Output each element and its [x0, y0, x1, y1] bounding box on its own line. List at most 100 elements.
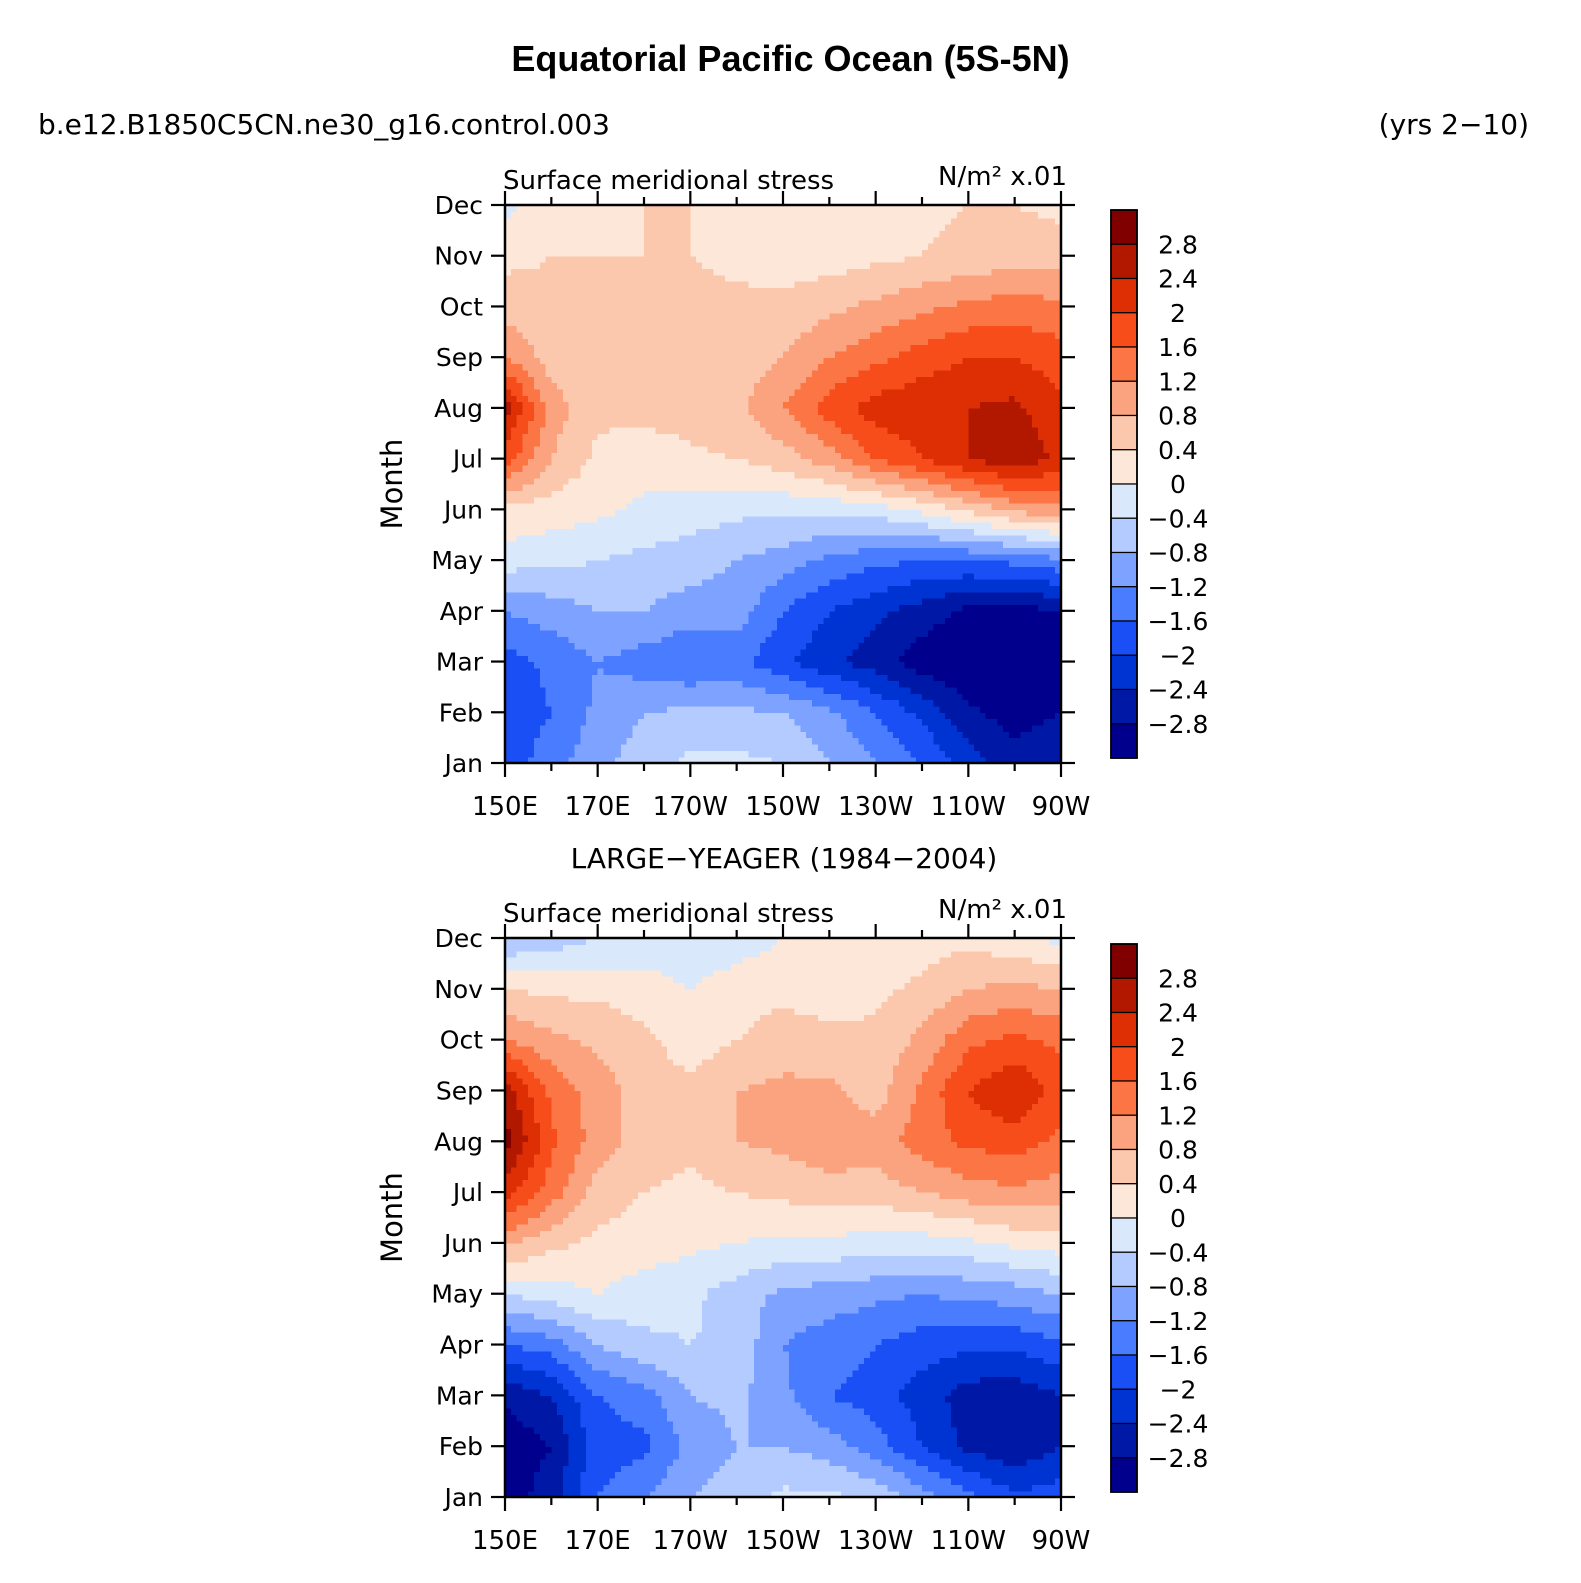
heatmap-cell: [811, 572, 819, 580]
heatmap-cell: [754, 522, 761, 529]
heatmap-cell: [887, 553, 894, 561]
heatmap-cell: [904, 490, 912, 498]
heatmap-cell: [922, 458, 929, 466]
heatmap-cell: [783, 496, 790, 504]
heatmap-cell: [759, 724, 767, 732]
heatmap-cell: [823, 503, 830, 510]
heatmap-cell: [505, 585, 512, 593]
heatmap-cell: [771, 496, 778, 504]
heatmap-cell: [783, 566, 790, 574]
heatmap-cell: [968, 591, 975, 599]
heatmap-cell: [916, 458, 923, 466]
heatmap-cell: [904, 610, 912, 618]
heatmap-cell: [852, 591, 859, 599]
heatmap-cell: [956, 648, 964, 656]
heatmap-cell: [620, 464, 628, 472]
heatmap-cell: [864, 572, 871, 580]
heatmap-cell: [823, 579, 830, 587]
heatmap-cell: [620, 661, 628, 669]
heatmap-cell: [545, 680, 552, 688]
heatmap-cell: [1055, 667, 1062, 675]
heatmap-cell: [557, 547, 564, 555]
heatmap-cell: [939, 705, 946, 713]
heatmap-cell: [887, 572, 894, 580]
heatmap-cell: [730, 579, 738, 587]
heatmap-cell: [667, 452, 674, 460]
heatmap-cell: [539, 503, 547, 510]
heatmap-cell: [551, 477, 558, 485]
heatmap-cell: [551, 591, 558, 599]
heatmap-cell: [684, 541, 691, 549]
heatmap-cell: [701, 674, 709, 682]
heatmap-cell: [539, 553, 547, 561]
heatmap-cell: [528, 648, 535, 656]
heatmap-cell: [510, 629, 518, 637]
heatmap-cell: [991, 464, 998, 472]
heatmap-cell: [580, 579, 587, 587]
heatmap-cell: [707, 655, 715, 663]
heatmap-cell: [690, 712, 697, 720]
heatmap-cell: [950, 737, 958, 745]
heatmap-cell: [887, 623, 894, 631]
heatmap-cell: [765, 528, 773, 536]
heatmap-cell: [979, 566, 987, 574]
heatmap-cell: [725, 718, 732, 726]
heatmap-cell: [1043, 566, 1051, 574]
heatmap-cell: [858, 724, 865, 732]
heatmap-cell: [505, 750, 512, 758]
heatmap-cell: [568, 547, 576, 555]
heatmap-cell: [696, 490, 703, 498]
heatmap-cell: [701, 693, 709, 701]
heatmap-cell: [725, 617, 732, 625]
heatmap-cell: [939, 610, 946, 618]
heatmap-cell: [626, 572, 634, 580]
heatmap-cell: [516, 693, 523, 701]
heatmap-cell: [655, 680, 662, 688]
heatmap-cell: [649, 496, 657, 504]
heatmap-cell: [580, 591, 587, 599]
heatmap-cell: [626, 724, 634, 732]
heatmap-cell: [939, 629, 946, 637]
heatmap-cell: [632, 604, 639, 612]
heatmap-cell: [811, 705, 819, 713]
heatmap-cell: [881, 572, 888, 580]
heatmap-cell: [667, 598, 674, 606]
heatmap-cell: [811, 452, 819, 460]
heatmap-cell: [864, 553, 871, 561]
heatmap-cell: [551, 655, 558, 663]
heatmap-cell: [1003, 541, 1010, 549]
heatmap-cell: [869, 439, 877, 447]
heatmap-cell: [806, 629, 813, 637]
heatmap-cell: [533, 591, 541, 599]
heatmap-cell: [1014, 579, 1022, 587]
heatmap-cell: [1026, 718, 1033, 726]
heatmap-cell: [661, 743, 668, 751]
heatmap-cell: [800, 458, 807, 466]
heatmap-cell: [823, 553, 830, 561]
heatmap-cell: [522, 737, 529, 745]
heatmap-cell: [505, 648, 512, 656]
heatmap-cell: [962, 617, 969, 625]
heatmap-cell: [696, 731, 703, 739]
heatmap-cell: [707, 667, 715, 675]
heatmap-cell: [719, 636, 726, 644]
heatmap-cell: [545, 604, 552, 612]
heatmap-cell: [968, 686, 975, 694]
heatmap-cell: [864, 464, 871, 472]
heatmap-cell: [1055, 522, 1062, 529]
heatmap-cell: [713, 515, 720, 523]
heatmap-cell: [864, 718, 871, 726]
heatmap-cell: [817, 541, 825, 549]
heatmap-cell: [858, 642, 865, 650]
heatmap-cell: [644, 541, 651, 549]
heatmap-cell: [956, 604, 964, 612]
heatmap-cell: [1026, 591, 1033, 599]
heatmap-cell: [672, 661, 680, 669]
heatmap-cell: [927, 484, 935, 491]
heatmap-cell: [783, 680, 790, 688]
heatmap-cell: [655, 655, 662, 663]
heatmap-cell: [800, 610, 807, 618]
heatmap-cell: [910, 566, 917, 574]
heatmap-cell: [933, 693, 940, 701]
heatmap-cell: [887, 598, 894, 606]
